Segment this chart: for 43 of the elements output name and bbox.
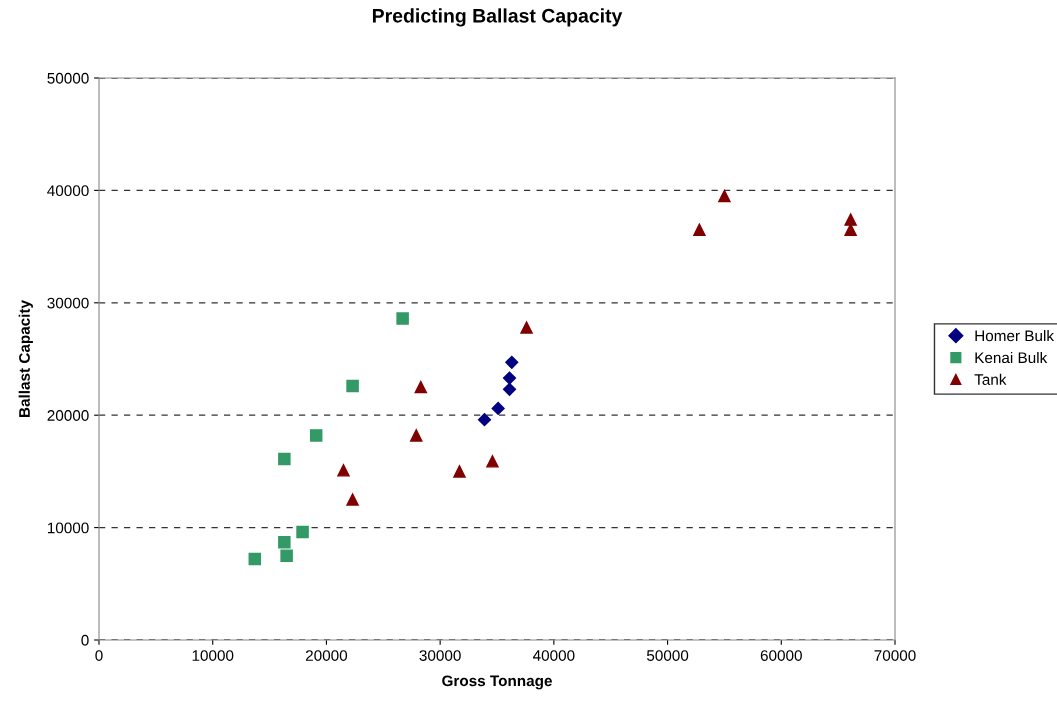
chart-title: Predicting Ballast Capacity bbox=[372, 8, 623, 27]
y-tick-label: 50000 bbox=[47, 72, 89, 84]
x-axis-title: Gross Tonnage bbox=[442, 675, 552, 690]
point bbox=[337, 464, 350, 477]
point bbox=[296, 525, 309, 539]
point bbox=[491, 401, 505, 416]
point bbox=[453, 465, 466, 478]
y-axis-title: Ballast Capacity bbox=[18, 300, 33, 417]
point bbox=[520, 321, 533, 334]
point bbox=[502, 371, 517, 385]
y-tick-label: 30000 bbox=[47, 297, 89, 309]
point bbox=[248, 552, 262, 566]
y-tick-label: 0 bbox=[81, 634, 89, 646]
y-tick-label: 40000 bbox=[47, 185, 89, 197]
point bbox=[505, 355, 519, 369]
x-tick-label: 50000 bbox=[646, 650, 689, 661]
x-tick-label: 70000 bbox=[874, 650, 916, 661]
y-tick-label: 20000 bbox=[47, 410, 89, 421]
x-tick-label: 60000 bbox=[760, 650, 802, 661]
y-tick-label: 10000 bbox=[47, 522, 89, 534]
x-tick-label: 10000 bbox=[192, 650, 234, 661]
point bbox=[396, 312, 409, 325]
legend-label: Tank bbox=[974, 373, 1007, 385]
x-tick-label: 20000 bbox=[305, 650, 348, 661]
point bbox=[278, 535, 291, 549]
point bbox=[693, 223, 706, 236]
point bbox=[414, 380, 428, 394]
x-tick-label: 0 bbox=[95, 650, 103, 661]
point bbox=[280, 549, 293, 562]
point bbox=[502, 382, 517, 396]
legend-label: Kenai Bulk bbox=[975, 351, 1048, 364]
point bbox=[844, 213, 857, 226]
point bbox=[410, 429, 423, 442]
legend-label: Homer Bulk bbox=[975, 330, 1055, 342]
point bbox=[477, 413, 492, 427]
point bbox=[346, 379, 359, 393]
point bbox=[486, 455, 499, 468]
point bbox=[278, 452, 291, 466]
x-tick-label: 40000 bbox=[532, 650, 575, 661]
point bbox=[309, 429, 323, 442]
point bbox=[346, 493, 359, 506]
x-tick-label: 30000 bbox=[419, 650, 461, 661]
point bbox=[718, 189, 731, 203]
